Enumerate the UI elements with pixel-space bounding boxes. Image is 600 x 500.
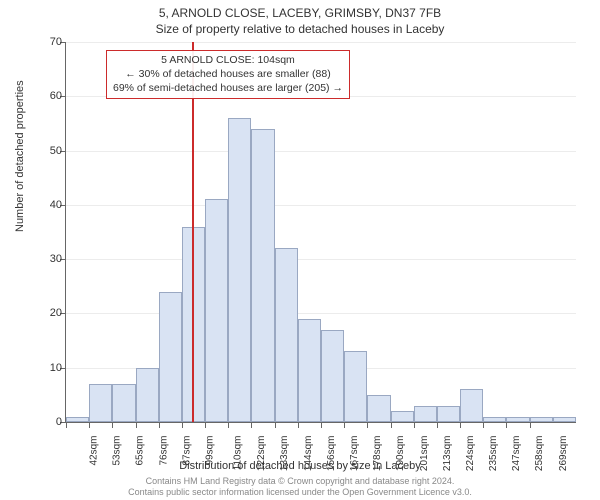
footer-line-2: Contains public sector information licen… (0, 487, 600, 498)
x-tick (483, 422, 484, 428)
x-tick (136, 422, 137, 428)
y-tick-label: 60 (32, 90, 62, 102)
y-tick-label: 20 (32, 307, 62, 319)
x-tick (460, 422, 461, 428)
plot-region: 01020304050607042sqm53sqm65sqm76sqm87sqm… (65, 42, 576, 423)
gridline (66, 42, 576, 43)
chart-title-main: 5, ARNOLD CLOSE, LACEBY, GRIMSBY, DN37 7… (0, 0, 600, 20)
histogram-bar (251, 129, 274, 422)
histogram-bar (460, 389, 483, 422)
gridline (66, 205, 576, 206)
histogram-bar (136, 368, 159, 422)
gridline (66, 313, 576, 314)
histogram-bar (159, 292, 182, 422)
histogram-bar (414, 406, 437, 422)
gridline (66, 259, 576, 260)
histogram-bar (275, 248, 298, 422)
x-tick (251, 422, 252, 428)
x-tick (205, 422, 206, 428)
y-tick-label: 10 (32, 362, 62, 374)
x-tick (298, 422, 299, 428)
x-tick (530, 422, 531, 428)
histogram-bar (344, 351, 367, 422)
info-line-3: 69% of semi-detached houses are larger (… (113, 81, 343, 95)
x-tick (367, 422, 368, 428)
gridline (66, 151, 576, 152)
footer-line-1: Contains HM Land Registry data © Crown c… (0, 476, 600, 487)
x-tick (391, 422, 392, 428)
x-tick (228, 422, 229, 428)
histogram-bar (205, 199, 228, 422)
histogram-bar (321, 330, 344, 422)
chart-area: 01020304050607042sqm53sqm65sqm76sqm87sqm… (65, 42, 575, 422)
histogram-bar (112, 384, 135, 422)
y-axis-label: Number of detached properties (14, 80, 26, 232)
chart-title-sub: Size of property relative to detached ho… (0, 20, 600, 36)
x-tick (159, 422, 160, 428)
histogram-bar (391, 411, 414, 422)
x-tick (182, 422, 183, 428)
histogram-bar (530, 417, 553, 422)
histogram-bar (437, 406, 460, 422)
x-tick (414, 422, 415, 428)
histogram-bar (89, 384, 112, 422)
x-tick (506, 422, 507, 428)
y-tick-label: 70 (32, 36, 62, 48)
footer-attribution: Contains HM Land Registry data © Crown c… (0, 476, 600, 498)
histogram-bar (367, 395, 390, 422)
histogram-bar (506, 417, 529, 422)
x-tick (437, 422, 438, 428)
info-line-2: ← 30% of detached houses are smaller (88… (113, 67, 343, 81)
property-marker-line (192, 42, 194, 422)
property-info-box: 5 ARNOLD CLOSE: 104sqm← 30% of detached … (106, 50, 350, 99)
histogram-bar (228, 118, 251, 422)
y-tick-label: 0 (32, 416, 62, 428)
x-tick (275, 422, 276, 428)
y-tick-label: 50 (32, 145, 62, 157)
histogram-bar (298, 319, 321, 422)
histogram-bar (553, 417, 576, 422)
x-tick (112, 422, 113, 428)
histogram-bar (66, 417, 89, 422)
x-tick (66, 422, 67, 428)
x-axis-label: Distribution of detached houses by size … (0, 460, 600, 472)
histogram-bar (483, 417, 506, 422)
x-tick (89, 422, 90, 428)
y-tick-label: 40 (32, 199, 62, 211)
x-tick (321, 422, 322, 428)
x-tick (344, 422, 345, 428)
info-line-1: 5 ARNOLD CLOSE: 104sqm (113, 53, 343, 67)
y-tick-label: 30 (32, 253, 62, 265)
